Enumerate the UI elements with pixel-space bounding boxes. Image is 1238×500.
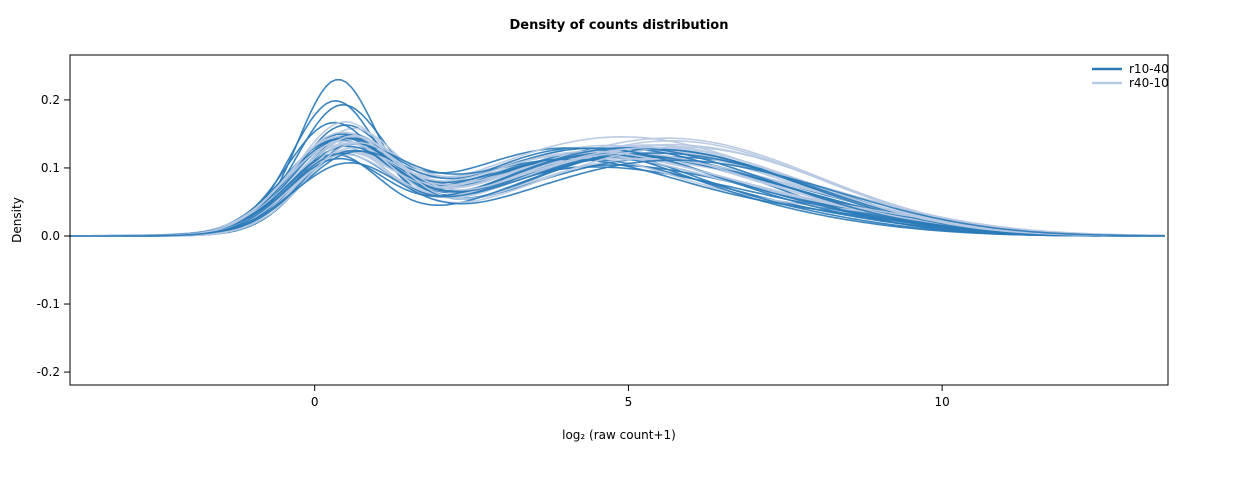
x-tick-label: 10 bbox=[934, 395, 949, 409]
density-curve-r40-10 bbox=[69, 121, 1165, 237]
y-tick-label: 0.0 bbox=[41, 229, 60, 243]
legend-label-r40-10: r40-10 bbox=[1129, 76, 1169, 90]
plot-box bbox=[69, 54, 1169, 386]
density-curve-r40-10 bbox=[69, 127, 1165, 237]
y-tick-label: 0.2 bbox=[41, 93, 60, 107]
density-curve-r10-40 bbox=[69, 147, 1165, 237]
x-tick-label: 5 bbox=[625, 395, 633, 409]
chart-title: Density of counts distribution bbox=[509, 18, 729, 33]
y-axis-label: Density bbox=[10, 197, 24, 243]
x-tick-label: 0 bbox=[311, 395, 319, 409]
density-curve-r10-40 bbox=[69, 104, 1165, 237]
y-tick-label: 0.1 bbox=[41, 161, 60, 175]
density-curve-r10-40 bbox=[69, 121, 1165, 237]
density-curve-r10-40 bbox=[69, 159, 1165, 237]
x-axis-label: log₂ (raw count+1) bbox=[562, 428, 676, 442]
legend-label-r10-40: r10-40 bbox=[1129, 62, 1169, 76]
y-tick-label: -0.1 bbox=[37, 297, 60, 311]
y-tick-label: -0.2 bbox=[37, 365, 60, 379]
density-curve-r10-40 bbox=[69, 124, 1165, 237]
density-curve-r40-10 bbox=[69, 141, 1165, 237]
